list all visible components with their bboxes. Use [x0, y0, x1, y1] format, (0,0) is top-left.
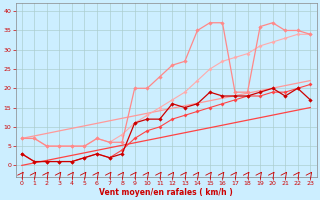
X-axis label: Vent moyen/en rafales ( km/h ): Vent moyen/en rafales ( km/h ) — [99, 188, 233, 197]
